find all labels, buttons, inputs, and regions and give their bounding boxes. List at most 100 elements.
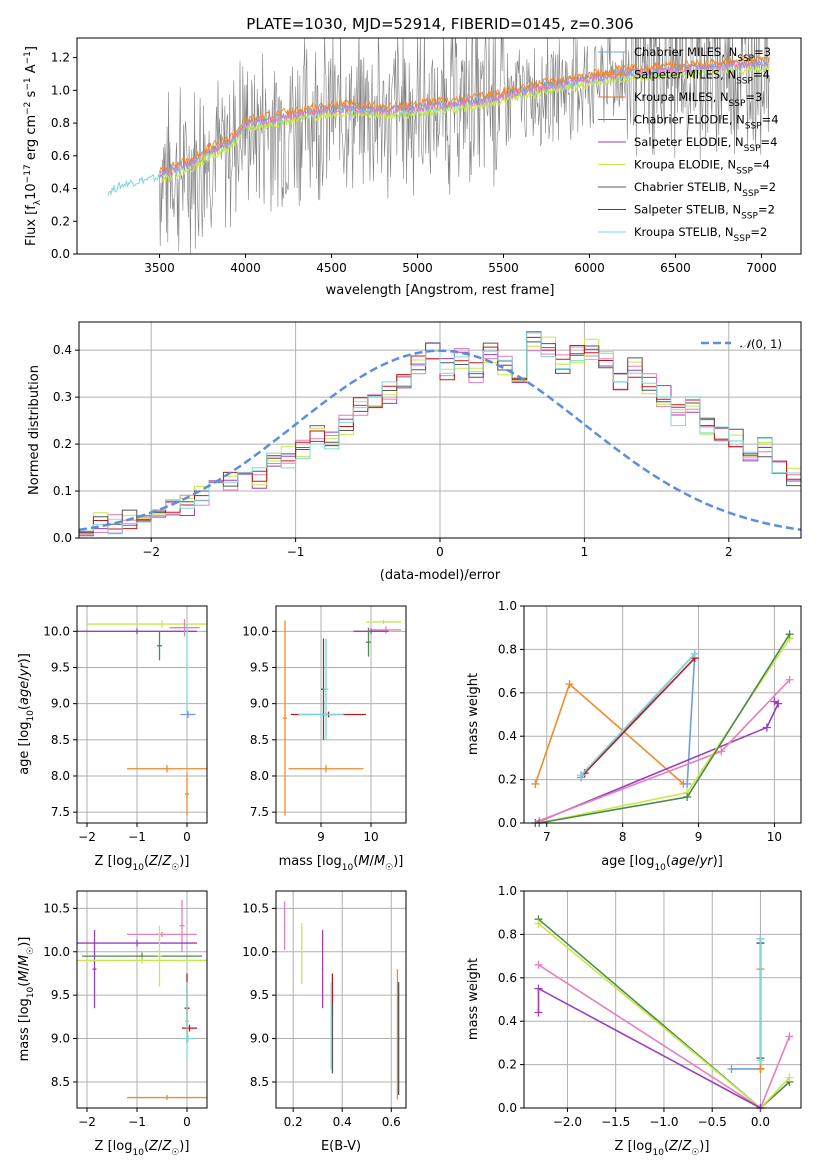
y-tick-label: 0.8 (498, 642, 517, 656)
legend-entry: Kroupa ELODIE, NSSP=4 (634, 158, 770, 177)
series-marker (727, 1064, 736, 1073)
series-marker (534, 984, 543, 993)
legend-entry: Kroupa STELIB, NSSP=2 (634, 225, 767, 244)
series-line (731, 938, 762, 1070)
x-tick-label: 5000 (402, 261, 433, 275)
normal-curve (79, 349, 801, 532)
x-tick-label: 2 (725, 545, 733, 559)
mass_vs_EBV-axes (272, 891, 406, 1112)
y-tick-label: 8.5 (250, 733, 269, 747)
x-tick-label: −2 (78, 830, 96, 844)
y-tick-label: 9.5 (250, 988, 269, 1002)
y-tick-label: 8.0 (51, 769, 70, 783)
x-tick-label: −2 (78, 1115, 96, 1129)
y-tick-label: 1.0 (498, 599, 517, 613)
residuals-axes (75, 322, 801, 542)
y-tick-label: 1.0 (51, 83, 70, 97)
legend-entry: Salpeter ELODIE, NSSP=4 (634, 135, 777, 154)
y-tick-label: 1.2 (51, 51, 70, 65)
legend-entry: Chabrier STELIB, NSSP=2 (634, 180, 776, 199)
chart-title: PLATE=1030, MJD=52914, FIBERID=0145, z=0… (246, 15, 633, 33)
y-tick-label: 0.4 (498, 729, 517, 743)
y-axis-label: Flux [fλ10−17 erg cm−2 s−1 A−1] (23, 46, 43, 246)
x-tick-label: 0.2 (284, 1115, 303, 1129)
axes-frame (76, 605, 208, 824)
y-tick-label: 10.0 (242, 945, 269, 959)
x-tick-label: 7 (543, 830, 551, 844)
x-tick-label: −2.0 (553, 1115, 582, 1129)
spectrum-model-line (159, 54, 770, 174)
y-tick-label: 10.0 (242, 624, 269, 638)
y-tick-label: 9.0 (51, 697, 70, 711)
series-line (539, 638, 791, 824)
y-tick-label: 0.6 (498, 971, 517, 985)
y-axis-label: Normed distribution (27, 365, 42, 495)
series-marker (756, 934, 765, 943)
x-axis-label: age [log10(age/yr)] (601, 854, 723, 873)
x-tick-label: −2 (142, 545, 160, 559)
x-tick-label: 0 (183, 1115, 191, 1129)
x-tick-label: 6500 (660, 261, 691, 275)
series-marker (785, 675, 794, 684)
series-marker (531, 779, 540, 788)
spectrum-axes (73, 57, 762, 258)
y-tick-label: 0.4 (498, 1014, 517, 1028)
y-tick-label: 0.0 (498, 816, 517, 830)
y-tick-label: 10.0 (43, 945, 70, 959)
x-tick-label: −1 (128, 830, 146, 844)
x-tick-label: 8 (619, 830, 627, 844)
x-axis-label: Z [log10(Z/Z☉)] (615, 1139, 710, 1158)
series-line (539, 633, 791, 824)
series-line (537, 987, 761, 1109)
x-tick-label: 3500 (144, 261, 175, 275)
series-marker (770, 697, 779, 706)
y-tick-label: 7.5 (250, 805, 269, 819)
x-tick-label: 6000 (574, 261, 605, 275)
x-tick-label: 9 (695, 830, 703, 844)
histogram-step (79, 332, 801, 535)
y-tick-label: 8.5 (51, 1075, 70, 1089)
legend-entry: Salpeter STELIB, NSSP=2 (634, 203, 775, 222)
x-axis-label: (data-model)/error (380, 568, 501, 583)
series-marker (683, 792, 692, 801)
x-tick-label: −1.5 (601, 1115, 630, 1129)
axes-frame (78, 321, 802, 539)
y-axis-label: age [log10(age/yr)] (17, 653, 36, 775)
mass_weight_vs_age-axes (520, 605, 801, 827)
y-tick-label: 0.8 (51, 116, 70, 130)
x-tick-label: 7000 (746, 261, 777, 275)
x-tick-label: 4500 (316, 261, 347, 275)
y-tick-label: 10.5 (43, 901, 70, 915)
y-tick-label: 9.0 (250, 697, 269, 711)
y-tick-label: 9.0 (51, 1032, 70, 1046)
x-tick-label: 0 (436, 545, 444, 559)
series-marker (690, 649, 699, 658)
x-tick-label: −1.0 (649, 1115, 678, 1129)
series-marker (534, 1008, 543, 1017)
x-axis-label: Z [log10(Z/Z☉)] (95, 854, 190, 873)
age_vs_mass-axes (272, 606, 406, 827)
y-axis-label: mass weight (466, 958, 481, 1040)
x-tick-label: 0.4 (333, 1115, 352, 1129)
legend-entry: Kroupa MILES, NSSP=3 (634, 90, 762, 109)
y-tick-label: 0.3 (53, 390, 72, 404)
series-marker (565, 680, 574, 689)
x-tick-label: 0.6 (382, 1115, 401, 1129)
y-tick-label: 0.1 (53, 484, 72, 498)
x-tick-label: −0.5 (698, 1115, 727, 1129)
x-tick-label: 10 (767, 830, 782, 844)
series-marker (683, 779, 692, 788)
x-tick-label: 5500 (488, 261, 519, 275)
y-tick-label: 0.4 (51, 182, 70, 196)
y-tick-label: 0.6 (51, 149, 70, 163)
axes-frame (523, 605, 802, 824)
series-line (535, 700, 780, 824)
axes-frame (523, 890, 802, 1109)
y-tick-label: 7.5 (51, 805, 70, 819)
y-tick-label: 9.5 (51, 660, 70, 674)
y-tick-label: 10.5 (242, 901, 269, 915)
y-tick-label: 10.0 (43, 624, 70, 638)
legend-entry: Chabrier ELODIE, NSSP=4 (634, 113, 779, 132)
axes-frame (275, 890, 407, 1109)
